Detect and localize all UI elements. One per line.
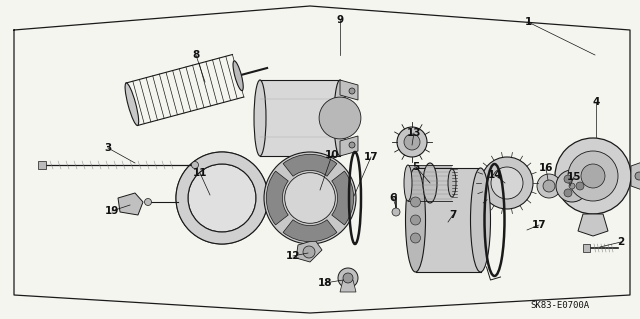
Circle shape — [537, 174, 561, 198]
Ellipse shape — [254, 80, 266, 156]
Polygon shape — [340, 136, 358, 156]
Polygon shape — [631, 161, 640, 191]
Text: 15: 15 — [567, 172, 581, 182]
Polygon shape — [340, 80, 358, 100]
Wedge shape — [283, 220, 337, 242]
Circle shape — [404, 134, 420, 150]
Polygon shape — [583, 244, 590, 252]
Text: 5: 5 — [412, 162, 420, 172]
Circle shape — [555, 138, 631, 214]
Circle shape — [410, 197, 420, 207]
Text: 12: 12 — [285, 251, 300, 261]
Circle shape — [576, 182, 584, 190]
Circle shape — [491, 167, 523, 199]
Text: 14: 14 — [488, 170, 502, 180]
Text: 8: 8 — [193, 50, 200, 60]
Polygon shape — [578, 214, 608, 236]
Circle shape — [410, 215, 420, 225]
Circle shape — [303, 246, 315, 258]
Text: 3: 3 — [104, 143, 111, 153]
Text: 6: 6 — [389, 193, 397, 203]
Circle shape — [564, 175, 572, 183]
Ellipse shape — [448, 169, 456, 197]
Ellipse shape — [470, 168, 490, 272]
Polygon shape — [340, 280, 356, 292]
Text: 17: 17 — [532, 220, 547, 230]
Text: 16: 16 — [539, 163, 553, 173]
Polygon shape — [415, 168, 481, 272]
Polygon shape — [408, 165, 452, 201]
Text: 13: 13 — [407, 128, 421, 138]
Wedge shape — [266, 171, 288, 225]
Circle shape — [581, 164, 605, 188]
Polygon shape — [118, 193, 143, 215]
Wedge shape — [283, 154, 337, 176]
Circle shape — [319, 97, 361, 139]
Circle shape — [410, 233, 420, 243]
Circle shape — [392, 208, 400, 216]
Circle shape — [264, 152, 356, 244]
Text: 7: 7 — [449, 210, 457, 220]
Text: 11: 11 — [193, 168, 207, 178]
Polygon shape — [38, 161, 46, 169]
Circle shape — [349, 142, 355, 148]
Circle shape — [145, 198, 152, 205]
Ellipse shape — [334, 80, 346, 156]
Text: 19: 19 — [105, 206, 119, 216]
Circle shape — [338, 268, 358, 288]
Text: 18: 18 — [317, 278, 332, 288]
Text: 10: 10 — [324, 150, 339, 160]
Text: 17: 17 — [364, 152, 378, 162]
Ellipse shape — [233, 61, 243, 91]
Circle shape — [564, 189, 572, 197]
Ellipse shape — [423, 163, 437, 203]
Circle shape — [349, 88, 355, 94]
Text: 2: 2 — [618, 237, 625, 247]
Circle shape — [635, 172, 640, 180]
Circle shape — [543, 180, 555, 192]
Circle shape — [188, 164, 256, 232]
Circle shape — [343, 273, 353, 283]
Ellipse shape — [125, 83, 139, 125]
Polygon shape — [296, 240, 322, 262]
Text: 9: 9 — [337, 15, 344, 25]
Circle shape — [481, 157, 533, 209]
Circle shape — [556, 170, 588, 202]
Circle shape — [397, 127, 427, 157]
Ellipse shape — [406, 168, 426, 272]
Text: SK83-E0700A: SK83-E0700A — [530, 300, 589, 309]
Circle shape — [285, 173, 335, 223]
Circle shape — [568, 151, 618, 201]
Polygon shape — [260, 80, 340, 156]
Text: 1: 1 — [524, 17, 532, 27]
Text: 4: 4 — [592, 97, 600, 107]
Circle shape — [191, 161, 198, 168]
Circle shape — [569, 183, 575, 189]
Ellipse shape — [404, 165, 412, 201]
Wedge shape — [332, 171, 354, 225]
